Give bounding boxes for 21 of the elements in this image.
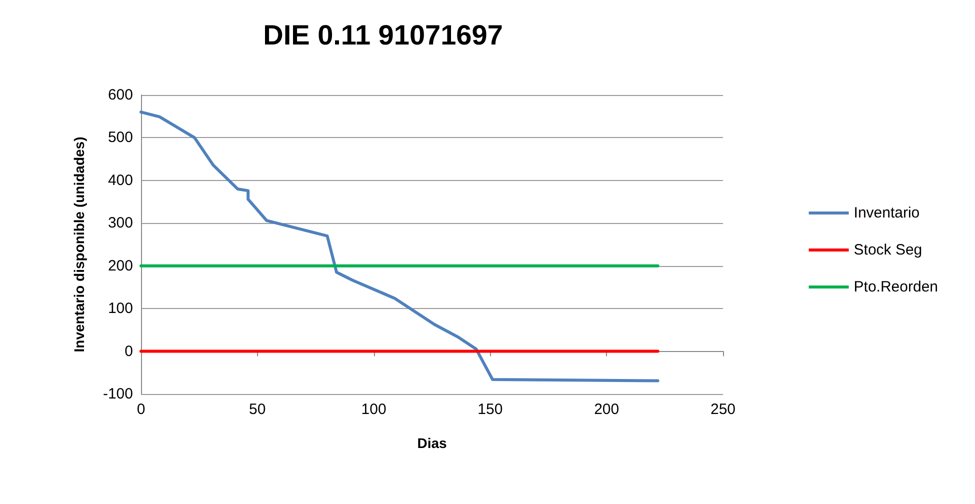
y-tick-label: 300 (108, 214, 133, 232)
y-axis-title: Inventario disponible (unidades) (71, 136, 87, 352)
x-axis-title: Dias (417, 435, 447, 451)
x-tick-label: 50 (249, 401, 266, 418)
y-tick-label: -100 (102, 386, 133, 402)
x-tick-label: 250 (710, 401, 736, 418)
x-tick-label: 100 (361, 401, 386, 418)
chart-title: DIE 0.11 91071697 (263, 20, 503, 50)
line-series (140, 110, 660, 382)
legend-label: Stock Seg (854, 242, 922, 258)
legend-label: Inventario (854, 204, 920, 222)
y-tick-label: 400 (108, 172, 133, 189)
y-tick-label: 500 (108, 129, 133, 146)
x-tick-label: 0 (136, 401, 146, 418)
y-tick-label: 600 (108, 86, 133, 104)
y-tick-label: 200 (108, 257, 133, 274)
x-tick-label: 200 (594, 401, 620, 418)
x-tick-label: 150 (478, 401, 503, 418)
y-tick-label: 0 (124, 342, 133, 360)
y-tick-label: 100 (108, 300, 133, 318)
legend-label: Pto.Reorden (854, 278, 938, 296)
